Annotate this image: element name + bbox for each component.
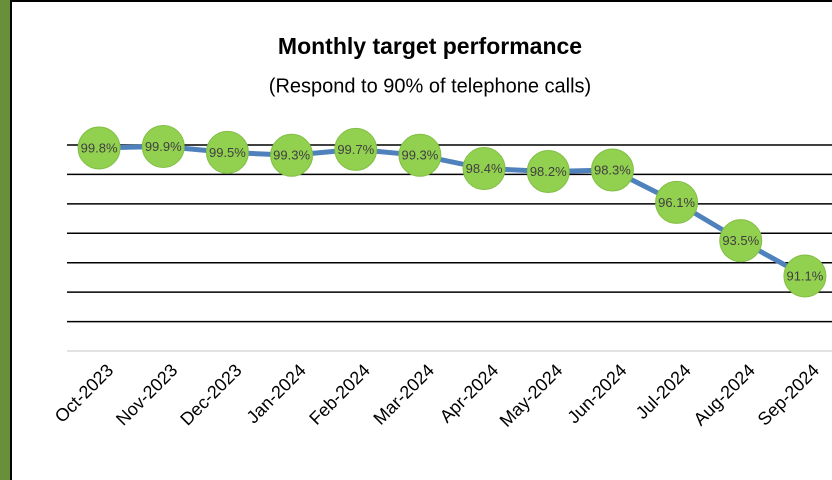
marker	[462, 147, 506, 191]
marker	[526, 149, 570, 193]
chart-subtitle: (Respond to 90% of telephone calls)	[269, 75, 591, 97]
data-label: 96.1%	[658, 195, 695, 210]
marker	[398, 133, 442, 177]
data-label: 99.8%	[81, 140, 118, 155]
data-label: 98.3%	[594, 162, 631, 177]
marker	[655, 180, 699, 224]
marker	[205, 130, 249, 174]
marker	[783, 254, 827, 298]
chart-title: Monthly target performance	[278, 33, 582, 59]
data-label: 99.9%	[145, 139, 182, 154]
data-label: 91.1%	[786, 268, 823, 283]
marker	[590, 148, 634, 192]
marker	[270, 133, 314, 177]
marker	[77, 126, 121, 170]
data-label: 99.7%	[337, 142, 374, 157]
marker	[334, 127, 378, 171]
data-label: 99.5%	[209, 145, 246, 160]
data-label: 98.2%	[530, 164, 567, 179]
data-label: 99.3%	[401, 148, 438, 163]
side-strip	[0, 0, 10, 480]
marker	[719, 219, 763, 263]
marker	[141, 124, 185, 168]
data-label: 93.5%	[722, 233, 759, 248]
data-label: 99.3%	[273, 148, 310, 163]
data-label: 98.4%	[466, 161, 503, 176]
